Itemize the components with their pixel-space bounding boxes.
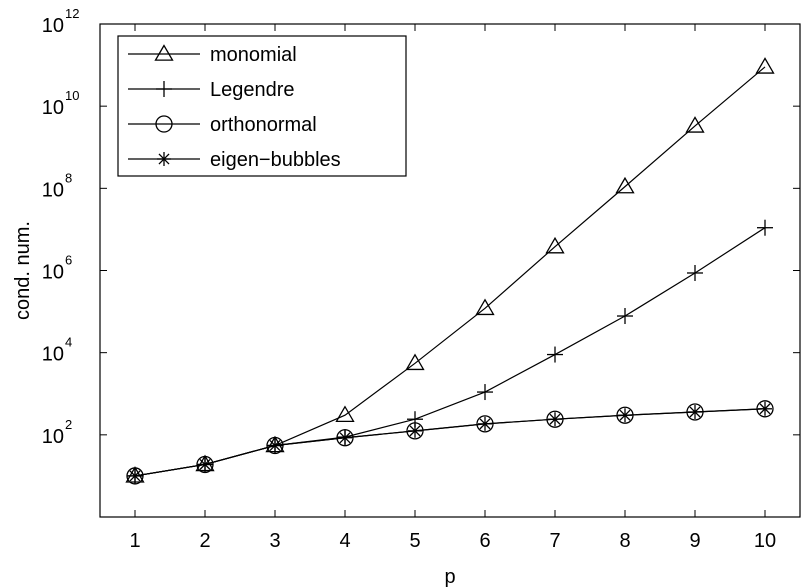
data-point xyxy=(478,416,492,431)
data-point xyxy=(477,384,493,401)
data-point xyxy=(198,457,212,472)
star-stroke-d2 xyxy=(129,470,141,482)
legend-entry: monomial xyxy=(128,44,297,66)
x-tick-label: 10 xyxy=(754,530,776,552)
y-tick-label: 10 xyxy=(42,179,64,201)
legend: monomial Legendre orthonormal eigen−bubbles xyxy=(117,35,407,177)
data-point xyxy=(685,116,705,133)
y-tick-exponent: 2 xyxy=(65,417,72,432)
legend-label: Legendre xyxy=(210,79,295,101)
data-point xyxy=(268,438,282,453)
data-point xyxy=(545,236,565,254)
legend-marker xyxy=(156,81,172,97)
data-point xyxy=(688,404,702,419)
y-tick-label: 10 xyxy=(42,426,64,448)
y-tick-base: 10 xyxy=(42,426,64,448)
x-tick-label: 3 xyxy=(269,530,280,552)
data-point xyxy=(128,468,142,483)
data-point xyxy=(618,408,632,423)
y-tick-exponent: 10 xyxy=(65,88,79,103)
star-stroke-d2 xyxy=(199,458,211,470)
x-tick-label: 5 xyxy=(409,530,420,552)
data-point xyxy=(335,405,355,423)
star-stroke-d2 xyxy=(759,403,771,415)
star-stroke-d2 xyxy=(549,413,561,425)
data-point xyxy=(266,436,284,455)
data-point xyxy=(755,57,775,74)
legend-entry: eigen−bubbles xyxy=(128,149,341,171)
x-tick-label: 8 xyxy=(619,530,630,552)
y-tick-label: 10 xyxy=(42,97,64,119)
legend-label: eigen−bubbles xyxy=(210,149,341,171)
legend-marker xyxy=(154,44,174,61)
x-tick-label: 1 xyxy=(129,530,140,552)
y-tick-base: 10 xyxy=(42,179,64,201)
y-tick-base: 10 xyxy=(42,262,64,284)
legend-entry: Legendre xyxy=(128,79,295,101)
legend-label: monomial xyxy=(210,44,297,66)
data-point xyxy=(126,467,144,485)
data-point xyxy=(475,298,495,316)
data-point xyxy=(617,308,633,325)
series-line xyxy=(134,408,766,477)
y-tick-base: 10 xyxy=(42,344,64,366)
y-tick-label: 10 xyxy=(42,262,64,284)
x-axis-label: p xyxy=(444,566,455,588)
star-stroke-d2 xyxy=(479,418,491,430)
legend-entry: orthonormal xyxy=(128,114,317,136)
x-tick-label: 2 xyxy=(199,530,210,552)
y-tick-exponent: 6 xyxy=(65,253,72,268)
y-tick-base: 10 xyxy=(42,97,64,119)
data-point xyxy=(408,423,422,438)
y-tick-base: 10 xyxy=(42,15,64,37)
y-tick-label: 10 xyxy=(42,15,64,37)
star-stroke-d2 xyxy=(619,409,631,421)
data-point xyxy=(547,346,563,363)
data-point xyxy=(406,422,424,440)
data-point xyxy=(338,430,352,445)
y-tick-exponent: 4 xyxy=(65,335,72,350)
legend-marker xyxy=(155,115,173,133)
data-point xyxy=(336,429,354,447)
star-stroke-d2 xyxy=(269,440,281,451)
star-stroke-d2 xyxy=(689,406,701,418)
data-point xyxy=(758,401,772,416)
y-tick-label: 10 xyxy=(42,344,64,366)
x-tick-label: 9 xyxy=(689,530,700,552)
star-stroke-d2 xyxy=(158,153,170,165)
y-tick-exponent: 12 xyxy=(65,6,79,21)
data-point xyxy=(548,412,562,427)
data-point xyxy=(757,219,773,236)
series-star xyxy=(128,401,772,483)
data-point xyxy=(687,264,703,281)
x-tick-label: 4 xyxy=(339,530,350,552)
series-layer xyxy=(125,57,775,485)
legend-label: orthonormal xyxy=(210,114,317,136)
x-tick-label: 6 xyxy=(479,530,490,552)
star-stroke-d2 xyxy=(339,432,351,444)
y-axis-label: cond. num. xyxy=(12,221,34,320)
data-point xyxy=(405,353,425,371)
data-point xyxy=(196,455,214,474)
y-tick-exponent: 8 xyxy=(65,170,72,185)
legend-box xyxy=(117,35,407,177)
x-tick-label: 7 xyxy=(549,530,560,552)
legend-marker xyxy=(157,152,171,166)
star-stroke-d2 xyxy=(409,425,421,437)
data-point xyxy=(615,176,635,194)
